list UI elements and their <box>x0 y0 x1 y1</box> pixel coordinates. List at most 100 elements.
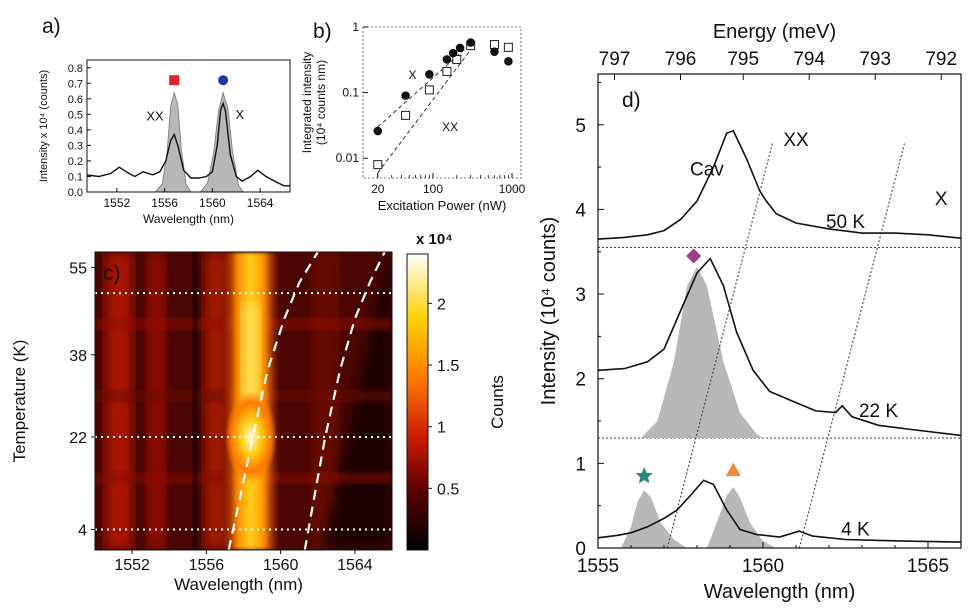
top-tick-label: 796 <box>665 49 697 70</box>
x-axis-label: Wavelength (nm) <box>143 212 234 226</box>
x-tick-label: 1555 <box>577 556 619 577</box>
annotation-x: X <box>408 68 416 82</box>
gray-peak-area <box>621 490 688 548</box>
panel-label: a) <box>42 15 61 38</box>
top-tick-label: 795 <box>727 49 759 70</box>
y-tick-label: 55 <box>69 260 87 277</box>
heatmap-line-core <box>241 303 260 407</box>
top-tick-label: 792 <box>925 49 957 70</box>
y-tick-label: 4 <box>575 200 586 221</box>
heatmap-image <box>95 252 392 550</box>
dotted-guide-line <box>798 141 906 549</box>
filled-circle-point <box>425 70 434 79</box>
filled-circle-point <box>448 48 458 58</box>
x-tick-label: 1560 <box>199 196 226 210</box>
y-tick-label: 38 <box>69 348 87 365</box>
top-tick-label: 794 <box>793 49 825 70</box>
y-tick-label: 0.7 <box>68 78 83 90</box>
filled-circle-point <box>373 126 383 136</box>
filled-circle-point <box>442 55 452 64</box>
spectrum-line <box>86 101 290 187</box>
colorbar-label: Counts <box>488 375 507 429</box>
filled-circle-point <box>490 47 499 57</box>
star-marker <box>635 467 653 484</box>
heatmap-hotspot <box>224 390 277 483</box>
annotation-x: X <box>236 107 245 122</box>
annotation-cav: Cav <box>690 160 724 181</box>
filled-circle-point <box>455 43 465 53</box>
x-tick-label: 20 <box>371 182 385 196</box>
open-square-point <box>503 42 513 52</box>
panel-label: b) <box>313 20 332 43</box>
x-axis-label: Wavelength (nm) <box>704 581 856 603</box>
annotation-4k: 4 K <box>841 519 870 540</box>
plot-frame <box>86 59 291 193</box>
triangle-marker <box>725 462 741 477</box>
circle-marker <box>218 75 229 86</box>
dashed-fit-curve <box>227 252 319 550</box>
annotation-xx: XX <box>146 109 164 124</box>
y-tick-label: 5 <box>575 116 586 137</box>
top-axis-label: Energy (meV) <box>713 21 836 43</box>
y-tick-label: 0.0 <box>68 187 83 199</box>
filled-circle-point <box>401 91 410 100</box>
x-tick-label: 1564 <box>247 196 274 210</box>
annotation-xx: XX <box>783 130 809 151</box>
annotation-x: X <box>935 189 948 210</box>
colorbar-tick-label: 1.5 <box>437 358 459 375</box>
y-axis-label-line2: (10⁴ counts nm) <box>314 60 328 145</box>
fit-line <box>377 49 472 174</box>
panel-c: 1552 1556 1560 1564 4 22 38 55 Wavelength (nm) Te… <box>10 231 507 594</box>
x-axis-label: Excitation Power (nW) <box>378 198 507 213</box>
panel-d: 1555 1560 1565 0 1 2 3 4 5 797 796 795 794 793 792 Ener… <box>538 21 962 603</box>
panel-b: 20 100 1000 0.01 0.1 1 Excitation Power (nW) In… <box>300 20 526 213</box>
annotation-50k: 50 K <box>826 212 865 233</box>
open-square-point <box>442 66 452 76</box>
y-tick-label: 22 <box>69 430 87 447</box>
y-tick-label: 4 <box>78 522 87 539</box>
diamond-marker <box>686 248 702 264</box>
x-tick-label: 1000 <box>499 182 526 196</box>
top-tick-label: 797 <box>599 49 631 70</box>
open-square-point <box>424 85 434 95</box>
x-tick-label: 1565 <box>907 556 949 577</box>
x-tick-label: 1556 <box>189 557 225 574</box>
colorbar-exponent: x 10⁴ <box>416 231 453 248</box>
y-tick-label: 1 <box>575 454 586 475</box>
y-tick-label: 0.01 <box>336 151 360 165</box>
gray-peak-area <box>199 91 245 193</box>
annotation-xx: XX <box>442 120 458 134</box>
top-tick-label: 793 <box>859 49 891 70</box>
square-marker <box>169 75 180 86</box>
y-axis-label-line1: Integrated intensity <box>300 52 314 153</box>
y-tick-label: 0 <box>575 539 586 560</box>
colorbar-tick-label: 1 <box>437 420 446 437</box>
open-square-point <box>489 40 499 50</box>
x-tick-label: 1556 <box>151 196 178 210</box>
open-square-point <box>401 110 411 120</box>
y-tick-label: 0.1 <box>342 86 359 100</box>
y-tick-label: 3 <box>575 285 586 306</box>
y-tick-label: 0.4 <box>68 125 83 137</box>
y-tick-label: 0.5 <box>68 109 83 121</box>
annotation-22k: 22 K <box>859 401 898 422</box>
x-tick-label: 1552 <box>104 196 131 210</box>
y-tick-label: 1 <box>352 20 359 34</box>
open-square-point <box>452 54 462 64</box>
y-tick-label: 2 <box>575 370 586 391</box>
y-axis-label: Intensity (10⁴ counts) <box>538 217 560 406</box>
dotted-guide-line <box>666 141 774 549</box>
panel-label: d) <box>622 89 641 112</box>
heatmap-dark-stripe <box>193 252 198 550</box>
open-square-point <box>373 160 383 170</box>
gray-peak-area <box>706 487 777 548</box>
panel-label: c) <box>103 262 121 285</box>
gray-peak-area <box>640 267 763 438</box>
y-tick-label: 0.6 <box>68 94 83 106</box>
spectrum-line-22k <box>597 257 962 437</box>
y-tick-label: 0.3 <box>68 140 83 152</box>
spectrum-line-4k <box>597 479 962 543</box>
spectrum-line-50k <box>597 129 962 240</box>
colorbar <box>406 253 429 551</box>
